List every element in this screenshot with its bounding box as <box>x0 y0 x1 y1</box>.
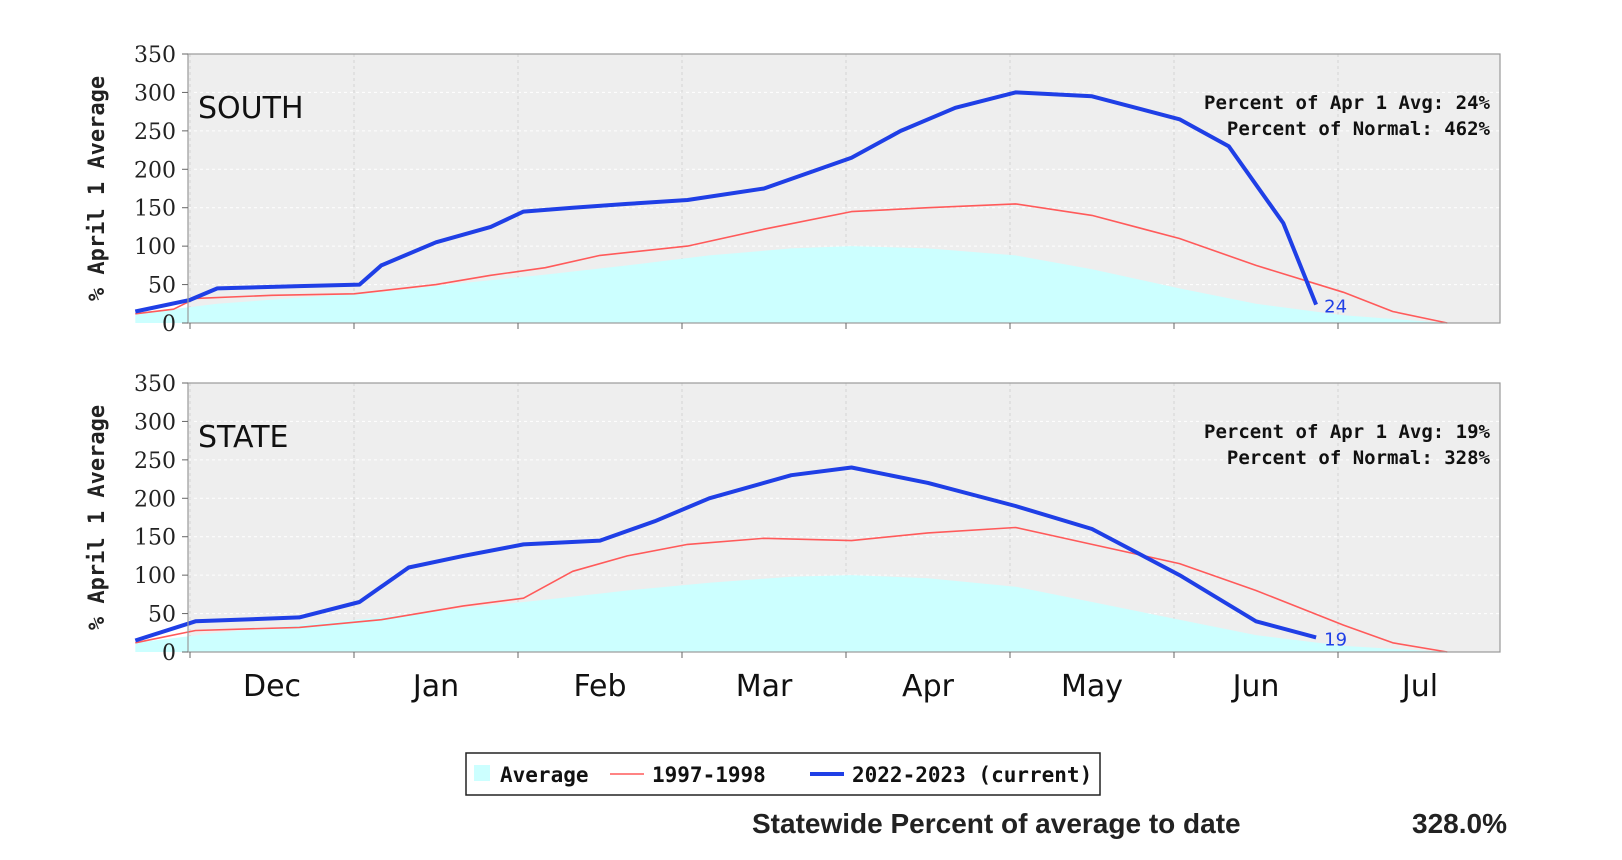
series-line-current <box>134 90 1318 314</box>
panel-annotation: Percent of Normal: 328% <box>1227 447 1491 469</box>
legend-box <box>465 752 1101 796</box>
x-month-label: Jul <box>1400 669 1438 704</box>
panel-label: SOUTH <box>198 91 304 126</box>
y-tick-label: 150 <box>134 197 176 222</box>
y-tick-label: 300 <box>134 410 176 435</box>
series-area-average <box>135 575 1448 652</box>
x-month-label: Dec <box>243 669 301 704</box>
y-tick-label: 200 <box>134 487 176 512</box>
legend: Average 1997-1998 2022-2023 (current) <box>465 752 1101 796</box>
x-month-label: Apr <box>902 669 955 704</box>
chart-panel-state: 19 0 50 100 150 200 250 300 350 % April 1 Average… <box>85 372 1501 704</box>
legend-swatch-area <box>474 765 490 781</box>
y-tick-label: 50 <box>148 603 176 628</box>
y-tick-label: 300 <box>134 81 176 106</box>
panel-annotation: Percent of Normal: 462% <box>1227 118 1491 140</box>
panel-annotation: Percent of Apr 1 Avg: 24% <box>1204 92 1491 114</box>
y-tick-label: 200 <box>134 158 176 183</box>
statewide-percent-value: 328.0% <box>1412 808 1507 839</box>
legend-label: 2022-2023 (current) <box>852 763 1092 787</box>
y-tick-label: 50 <box>148 274 176 299</box>
x-month-label: Jan <box>411 669 459 704</box>
legend-label: Average <box>500 763 589 787</box>
y-tick-label: 100 <box>134 564 176 589</box>
y-tick-label: 250 <box>134 449 176 474</box>
series-line-1997-1998 <box>135 526 1448 653</box>
x-month-label: Mar <box>736 669 793 704</box>
y-tick-label: 0 <box>162 312 176 337</box>
y-tick-label: 150 <box>134 526 176 551</box>
series-line-1997-1998 <box>135 203 1448 324</box>
plot-frame <box>187 382 1501 653</box>
y-tick-label: 100 <box>134 235 176 260</box>
legend-label: 1997-1998 <box>652 763 766 787</box>
panel-annotation: Percent of Apr 1 Avg: 19% <box>1204 421 1491 443</box>
x-month-label: Feb <box>573 669 626 704</box>
plot-frame <box>187 53 1501 324</box>
x-month-label: Jun <box>1231 669 1280 704</box>
series-area-average <box>135 246 1448 323</box>
chart-panel-south: 24 0 50 100 150 200 250 300 350 % April 1 Average… <box>85 43 1501 337</box>
panel-label: STATE <box>198 420 289 455</box>
series-line-current <box>134 465 1317 643</box>
y-axis-label: % April 1 Average <box>85 76 110 301</box>
statewide-percent-label: Statewide Percent of average to date <box>752 808 1241 839</box>
y-tick-label: 250 <box>134 120 176 145</box>
end-value-label: 19 <box>1324 629 1347 650</box>
y-tick-label: 350 <box>134 43 176 68</box>
y-tick-label: 350 <box>134 372 176 397</box>
end-value-label: 24 <box>1324 297 1347 318</box>
x-month-label: May <box>1061 669 1123 704</box>
y-tick-label: 0 <box>162 641 176 666</box>
y-axis-label: % April 1 Average <box>85 405 110 630</box>
